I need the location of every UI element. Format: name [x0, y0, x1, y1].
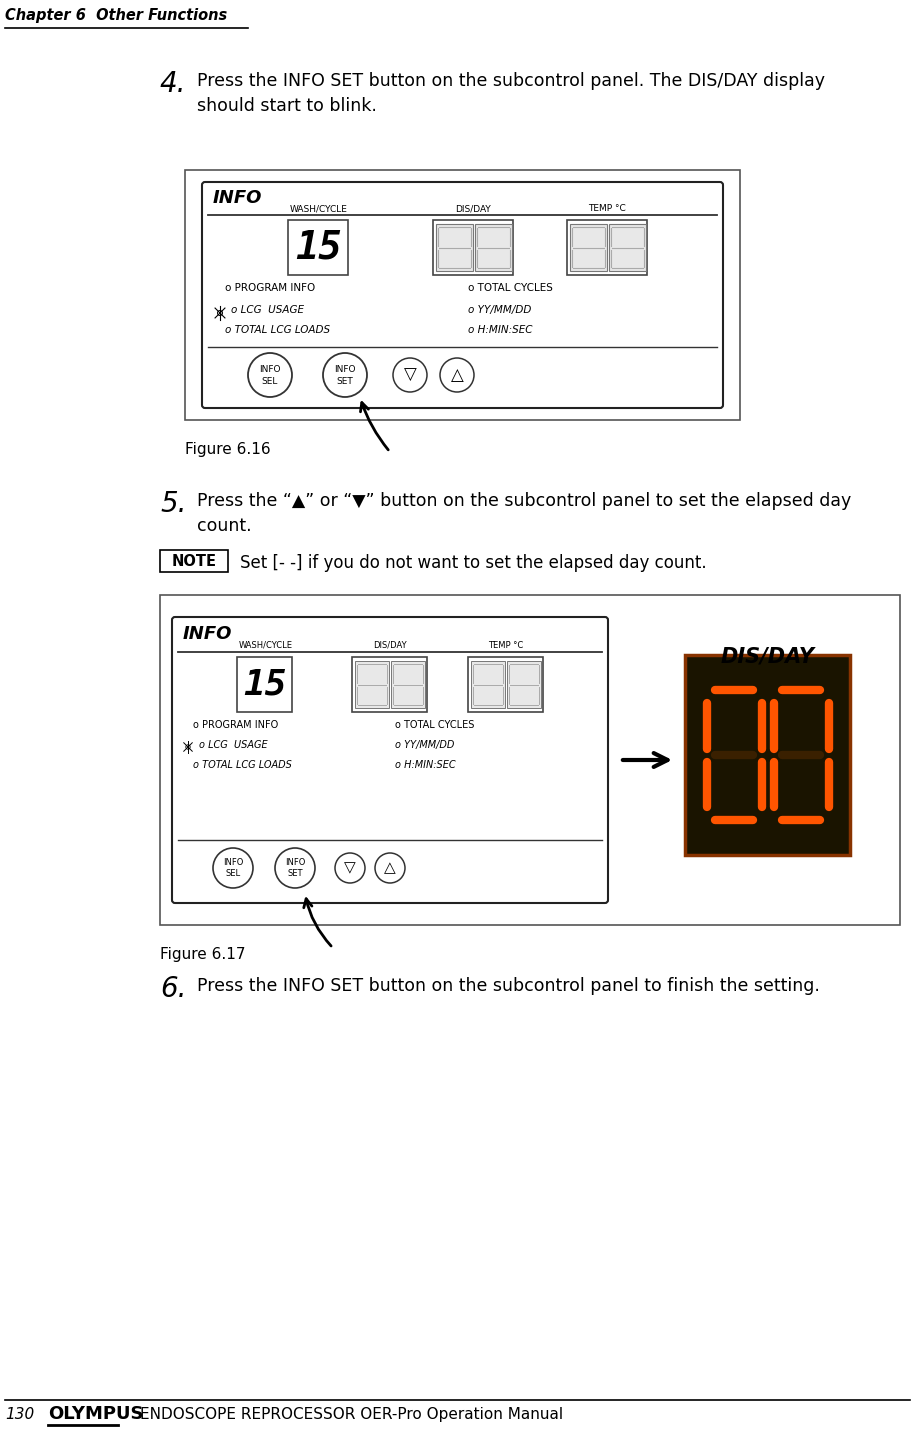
Text: Set [- -] if you do not want to set the elapsed day count.: Set [- -] if you do not want to set the … [240, 554, 706, 572]
Text: o TOTAL CYCLES: o TOTAL CYCLES [395, 720, 474, 730]
Text: o LCG  USAGE: o LCG USAGE [199, 740, 267, 750]
Circle shape [217, 311, 223, 315]
Text: WASH/CYCLE: WASH/CYCLE [289, 204, 347, 214]
Bar [391, 661, 425, 708]
Text: INFO: INFO [213, 189, 262, 206]
Text: SET: SET [288, 869, 303, 879]
Text: 15: 15 [243, 667, 287, 701]
FancyBboxPatch shape [202, 182, 723, 409]
Text: △: △ [384, 860, 396, 876]
Text: ▽: ▽ [404, 366, 417, 384]
Text: Press the “▲” or “▼” button on the subcontrol panel to set the elapsed day: Press the “▲” or “▼” button on the subco… [197, 492, 851, 511]
Text: SET: SET [336, 377, 354, 387]
Bar [355, 661, 389, 708]
Text: o YY/MM/DD: o YY/MM/DD [395, 740, 454, 750]
Circle shape [335, 853, 365, 883]
Text: Figure 6.16: Figure 6.16 [185, 442, 270, 457]
Text: NOTE: NOTE [171, 554, 216, 568]
Bar [570, 224, 606, 271]
Text: ▽: ▽ [344, 860, 356, 876]
Circle shape [375, 853, 405, 883]
Bar [567, 219, 647, 275]
Circle shape [248, 353, 292, 397]
Text: 130: 130 [5, 1407, 34, 1423]
Text: o PROGRAM INFO: o PROGRAM INFO [225, 282, 315, 293]
Bar [471, 661, 505, 708]
Bar [474, 224, 512, 271]
Text: 5.: 5. [160, 490, 187, 518]
Text: INFO: INFO [285, 858, 305, 868]
Bar [289, 219, 348, 275]
Circle shape [275, 847, 315, 888]
Text: INFO: INFO [223, 858, 243, 868]
Bar [507, 661, 541, 708]
Text: o H:MIN:SEC: o H:MIN:SEC [467, 326, 532, 336]
Text: 4.: 4. [160, 70, 187, 98]
Text: TEMP °C: TEMP °C [588, 204, 626, 214]
Text: 6.: 6. [160, 975, 187, 1002]
Circle shape [213, 847, 253, 888]
Text: SEL: SEL [262, 377, 278, 387]
Text: count.: count. [197, 518, 252, 535]
Bar [685, 655, 850, 855]
Text: WASH/CYCLE: WASH/CYCLE [238, 641, 292, 650]
Text: Press the INFO SET button on the subcontrol panel to finish the setting.: Press the INFO SET button on the subcont… [197, 977, 820, 995]
Circle shape [323, 353, 367, 397]
Text: SEL: SEL [225, 869, 241, 879]
Text: o TOTAL LCG LOADS: o TOTAL LCG LOADS [193, 760, 292, 770]
Text: DIS/DAY: DIS/DAY [721, 647, 814, 667]
Text: Chapter 6  Other Functions: Chapter 6 Other Functions [5, 9, 227, 23]
Bar [160, 551, 228, 572]
Text: o LCG  USAGE: o LCG USAGE [231, 305, 304, 315]
Text: TEMP °C: TEMP °C [488, 641, 524, 650]
Bar [237, 657, 292, 713]
Text: 15: 15 [295, 228, 342, 267]
Text: △: △ [451, 366, 463, 384]
Circle shape [186, 744, 191, 749]
FancyBboxPatch shape [185, 171, 740, 420]
Bar [436, 224, 473, 271]
Text: OLYMPUS: OLYMPUS [48, 1405, 144, 1423]
Text: ENDOSCOPE REPROCESSOR OER-Pro Operation Manual: ENDOSCOPE REPROCESSOR OER-Pro Operation … [140, 1407, 563, 1423]
Text: o PROGRAM INFO: o PROGRAM INFO [193, 720, 278, 730]
Text: Figure 6.17: Figure 6.17 [160, 946, 245, 962]
Text: INFO: INFO [259, 364, 280, 373]
Text: DIS/DAY: DIS/DAY [455, 204, 491, 214]
Text: o H:MIN:SEC: o H:MIN:SEC [395, 760, 455, 770]
Text: o TOTAL LCG LOADS: o TOTAL LCG LOADS [225, 326, 330, 336]
Bar [468, 657, 543, 713]
Text: DIS/DAY: DIS/DAY [373, 641, 407, 650]
FancyBboxPatch shape [160, 595, 900, 925]
Text: should start to blink.: should start to blink. [197, 98, 376, 115]
Bar [432, 219, 513, 275]
Circle shape [440, 358, 474, 391]
Text: o YY/MM/DD: o YY/MM/DD [467, 305, 531, 315]
Text: o TOTAL CYCLES: o TOTAL CYCLES [467, 282, 552, 293]
Bar [352, 657, 427, 713]
Text: INFO: INFO [183, 625, 233, 642]
Text: INFO: INFO [334, 364, 355, 373]
Circle shape [393, 358, 427, 391]
Bar [609, 224, 646, 271]
FancyBboxPatch shape [172, 617, 608, 903]
Text: Press the INFO SET button on the subcontrol panel. The DIS/DAY display: Press the INFO SET button on the subcont… [197, 72, 825, 90]
